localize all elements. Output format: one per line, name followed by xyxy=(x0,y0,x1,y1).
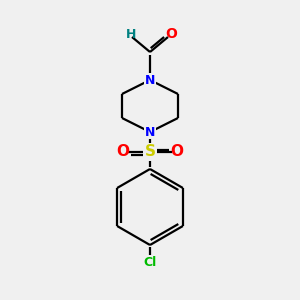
Text: O: O xyxy=(170,145,184,160)
Text: O: O xyxy=(165,27,177,41)
Text: S: S xyxy=(145,145,155,160)
Text: N: N xyxy=(145,125,155,139)
Text: N: N xyxy=(145,74,155,86)
Text: Cl: Cl xyxy=(143,256,157,269)
Text: H: H xyxy=(126,28,136,40)
Text: O: O xyxy=(116,145,130,160)
